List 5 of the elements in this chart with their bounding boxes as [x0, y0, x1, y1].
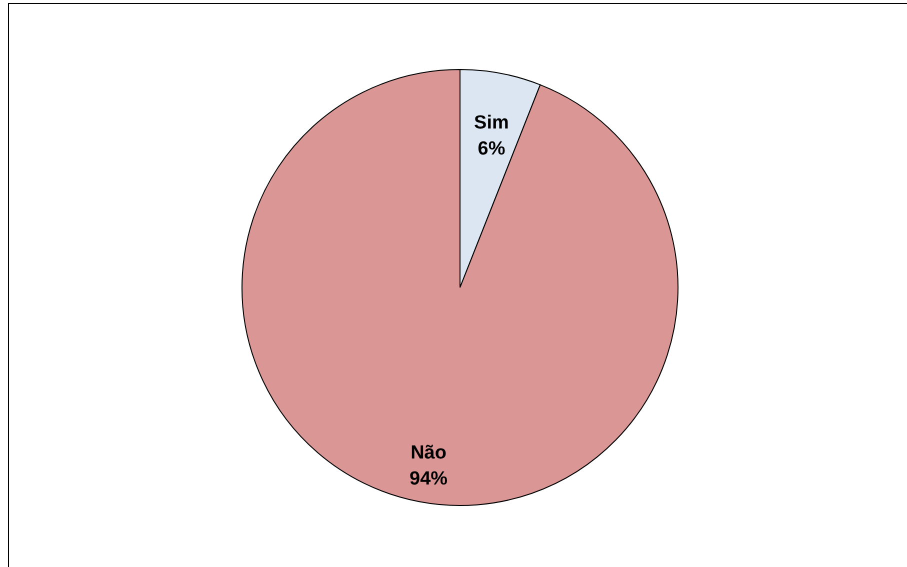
data-label: 6% — [478, 138, 506, 160]
pie-slice — [242, 69, 678, 506]
slice-label: Não — [410, 442, 446, 464]
data-label: 94% — [410, 468, 448, 490]
slice-label: Sim — [474, 112, 509, 134]
